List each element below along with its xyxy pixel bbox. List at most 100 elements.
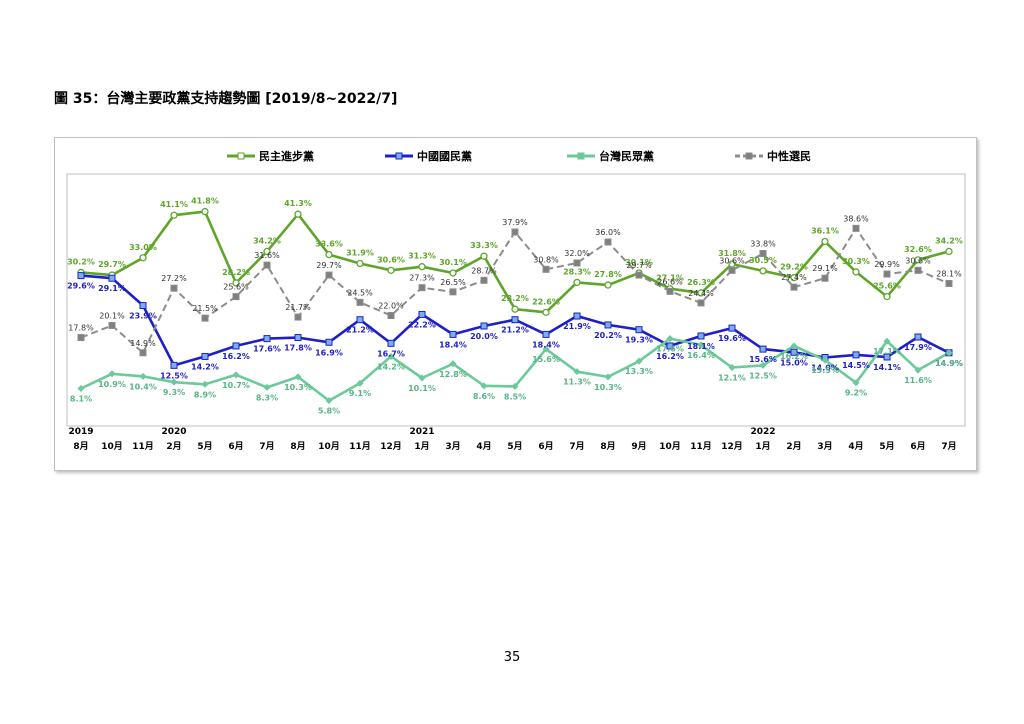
data-label: 33.0%	[129, 243, 157, 252]
data-label: 22.2%	[408, 320, 436, 329]
data-point	[108, 274, 116, 282]
data-point	[852, 351, 860, 359]
data-point	[325, 250, 333, 259]
data-point	[356, 298, 364, 306]
data-point	[356, 379, 364, 387]
data-label: 12.1%	[718, 373, 746, 382]
data-label: 17.8%	[284, 344, 312, 353]
data-point	[418, 263, 426, 271]
data-point	[697, 299, 705, 307]
data-point	[387, 339, 395, 347]
data-point	[170, 211, 178, 219]
x-tick-label: 1月	[414, 441, 429, 452]
data-label: 12.8%	[439, 370, 467, 379]
data-label: 27.1%	[656, 274, 684, 283]
data-label: 29.7%	[626, 261, 652, 270]
data-point	[511, 382, 519, 390]
x-tick-label: 3月	[817, 441, 832, 452]
data-label: 21.2%	[501, 326, 529, 335]
data-label: 30.6%	[719, 256, 745, 265]
data-label: 28.1%	[936, 269, 962, 278]
data-label: 18.4%	[532, 340, 560, 349]
legend-label: 中國國民黨	[417, 149, 472, 163]
data-label: 31.8%	[718, 249, 746, 258]
data-point	[170, 378, 178, 386]
data-label: 20.2%	[594, 331, 622, 340]
data-label: 23.9%	[129, 312, 157, 321]
data-label: 27.4%	[781, 273, 807, 282]
data-point	[449, 269, 457, 277]
data-label: 14.0%	[811, 364, 839, 373]
data-point	[914, 256, 922, 264]
data-label: 21.9%	[563, 322, 591, 331]
x-tick-label: 7月	[259, 441, 274, 452]
x-tick-label: 2月	[786, 441, 801, 452]
data-point	[790, 283, 798, 291]
data-label: 30.6%	[377, 255, 405, 264]
data-label: 10.4%	[129, 382, 157, 391]
x-tick-label: 6月	[538, 441, 553, 452]
x-tick-label: 10月	[318, 441, 340, 452]
x-tick-label: 12月	[721, 441, 743, 452]
x-axis: 8月 10月 11月 2月 5月 6月 7月 8月 10月 11月 12月 1月 3月 4月 5月 6月 7月 8…	[68, 427, 956, 452]
data-point	[728, 266, 736, 274]
data-point	[790, 274, 798, 282]
data-point	[139, 254, 147, 262]
data-label: 34.2%	[935, 236, 963, 245]
data-label: 36.1%	[811, 226, 839, 235]
data-point	[883, 292, 891, 301]
data-point	[542, 308, 550, 317]
data-label: 17.9%	[904, 343, 932, 352]
legend-label: 中性選民	[767, 149, 811, 163]
data-point	[697, 332, 705, 340]
data-label: 17.8%	[68, 324, 94, 333]
data-point	[263, 247, 271, 256]
data-point	[666, 287, 674, 295]
data-point	[573, 259, 581, 267]
data-label: 16.2%	[222, 352, 250, 361]
data-label: 41.1%	[160, 200, 188, 209]
data-point	[139, 349, 147, 357]
data-label: 41.8%	[191, 197, 219, 206]
data-point	[573, 312, 581, 320]
data-point	[232, 293, 240, 301]
data-label: 27.8%	[594, 270, 622, 279]
data-point	[294, 373, 302, 381]
data-label: 29.7%	[316, 261, 342, 270]
data-point	[511, 305, 519, 313]
data-point	[635, 326, 643, 334]
data-point	[263, 335, 271, 343]
data-point	[945, 279, 953, 287]
data-label: 28.2%	[222, 268, 250, 277]
data-point	[759, 267, 767, 275]
data-point	[821, 237, 829, 246]
data-label: 37.9%	[502, 218, 528, 227]
data-label: 16.2%	[656, 352, 684, 361]
data-point	[852, 379, 860, 387]
data-point	[883, 353, 891, 361]
x-tick-label: 8月	[290, 441, 305, 452]
data-point	[697, 341, 705, 349]
data-point	[759, 250, 767, 258]
legend-marker-1	[395, 152, 403, 160]
data-label: 16.9%	[315, 348, 343, 357]
data-label: 33.8%	[750, 240, 776, 249]
data-label: 8.9%	[194, 390, 216, 399]
data-point	[511, 228, 519, 236]
x-tick-label: 11月	[349, 441, 371, 452]
data-point	[883, 337, 891, 345]
data-label: 18.1%	[687, 342, 715, 351]
data-label: 29.9%	[874, 260, 900, 269]
data-label: 21.7%	[285, 303, 311, 312]
data-label: 30.1%	[439, 258, 467, 267]
data-point	[232, 279, 240, 287]
data-label: 38.6%	[843, 214, 869, 223]
legend-marker-2	[577, 152, 585, 160]
data-label: 30.6%	[905, 256, 931, 265]
data-point	[325, 397, 333, 405]
x-tick-label: 8月	[600, 441, 615, 452]
x-tick-label: 5月	[197, 441, 212, 452]
data-point	[201, 314, 209, 322]
data-labels: 30.2% 29.7%33.0%41.1% 41.8%28.2%34.2%41.3%…	[67, 197, 963, 416]
data-point	[108, 370, 116, 378]
